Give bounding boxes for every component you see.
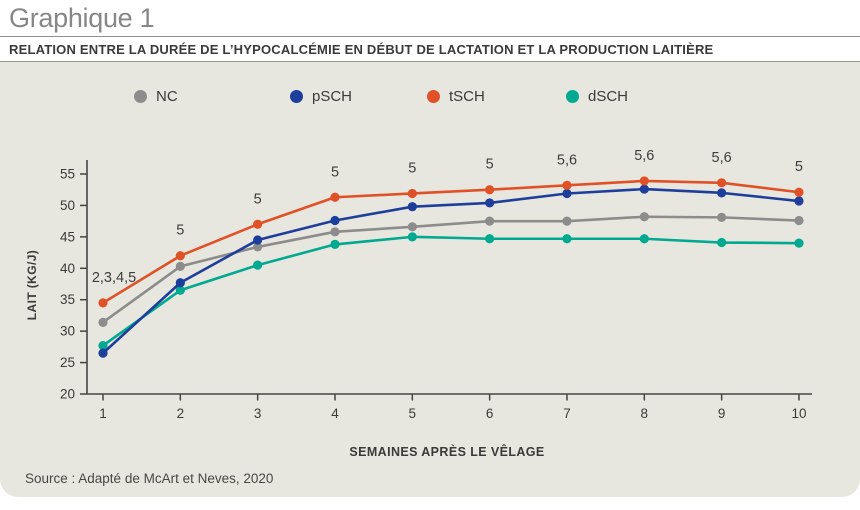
data-point-dSCH-wk6 [485,234,495,244]
y-tick-label: 20 [60,387,75,402]
point-annotation-wk6: 5 [486,157,494,173]
data-point-NC-wk3 [253,242,263,252]
point-annotation-wk2: 5 [176,223,184,239]
data-point-pSCH-wk4 [330,215,340,226]
x-tick-label: 1 [99,406,107,421]
chart-panel: NC pSCH tSCH dSCH 20 25 30 35 40 45 50 55 1 2 3 4 5 6… [0,61,860,497]
data-point-NC-wk1 [98,317,108,327]
legend-label-nc: NC [156,88,178,105]
data-point-pSCH-wk5 [407,202,417,212]
data-point-dSCH-wk4 [330,239,340,249]
series-line-tSCH [102,179,800,304]
x-tick-label: 9 [718,406,726,421]
data-point-pSCH-wk2 [175,278,185,288]
source-note: Source : Adapté de McArt et Neves, 2020 [25,471,274,486]
point-annotation-wk10: 5 [795,159,803,175]
data-point-tSCH-wk10 [794,187,804,197]
data-point-NC-wk6 [485,216,495,226]
series-line-pSCH [102,187,800,355]
data-point-pSCH-wk8 [639,184,649,194]
data-point-NC-wk5 [407,222,417,232]
y-tick-label: 35 [60,292,75,307]
point-annotation-wk9: 5,6 [712,150,732,166]
chart-subtitle: RELATION ENTRE LA DURÉE DE L’HYPOCALCÉMI… [9,42,714,57]
data-point-tSCH-wk5 [407,188,417,199]
legend-item-dsch: dSCH [566,88,628,105]
series-line-NC [102,215,800,324]
data-point-NC-wk7 [562,216,572,226]
legend-label-psch: pSCH [312,88,353,105]
data-point-tSCH-wk3 [253,219,263,229]
series-line-dSCH [102,235,799,347]
data-point-NC-wk9 [717,212,727,222]
point-annotation-wk7: 5,6 [557,152,577,168]
data-point-pSCH-wk7 [562,188,572,199]
data-point-dSCH-wk10 [794,238,804,248]
data-point-dSCH-wk2 [175,285,185,295]
data-point-dSCH-wk8 [639,234,649,244]
data-point-dSCH-wk9 [717,237,727,248]
point-annotation-wk5: 5 [408,160,416,176]
x-tick-label: 8 [641,406,649,421]
data-point-pSCH-wk6 [485,198,495,208]
y-tick-label: 25 [60,355,75,370]
x-tick-label: 2 [177,406,185,421]
data-point-tSCH-wk4 [330,192,340,202]
data-point-dSCH-wk5 [407,232,417,242]
x-tick-label: 5 [409,406,417,421]
data-point-tSCH-wk7 [562,180,572,190]
data-point-dSCH-wk3 [253,260,263,270]
data-point-tSCH-wk8 [639,176,649,186]
point-annotation-wk4: 5 [331,164,339,180]
y-tick-label: 30 [60,324,75,339]
point-annotation-wk8: 5,6 [634,148,654,164]
legend-item-psch: pSCH [290,88,352,105]
data-point-NC-wk8 [639,212,649,222]
point-annotation-wk3: 5 [254,191,262,207]
data-point-NC-wk10 [794,215,804,226]
data-point-pSCH-wk10 [794,196,804,206]
y-tick-label: 45 [60,229,75,244]
data-point-tSCH-wk9 [717,178,727,188]
data-point-dSCH-wk1 [98,341,108,351]
data-point-pSCH-wk3 [253,235,263,245]
page-title: Graphique 1 [9,3,155,33]
legend-dot-dsch-icon [566,90,579,103]
y-axis-title: LAIT (KG/J) [25,250,39,320]
title-rule [0,36,860,37]
data-point-pSCH-wk1 [98,348,108,358]
y-tick-label: 55 [60,167,75,182]
x-tick-label: 3 [254,406,262,421]
x-tick-label: 6 [486,406,494,421]
data-point-tSCH-wk1 [98,298,108,308]
legend-label-dsch: dSCH [588,88,629,105]
x-tick-label: 4 [331,406,339,421]
legend-dot-nc-icon [134,90,147,103]
data-point-NC-wk4 [330,227,340,237]
point-annotation-wk1: 2,3,4,5 [92,270,136,286]
y-tick-label: 40 [60,261,75,276]
legend-dot-psch-icon [290,90,303,103]
x-axis-title: SEMAINES APRÈS LE VÊLAGE [349,444,544,459]
data-point-NC-wk2 [175,261,185,271]
data-point-dSCH-wk7 [562,234,572,244]
x-tick-label: 10 [791,406,806,421]
legend-dot-tsch-icon [427,90,440,103]
legend-item-tsch: tSCH [427,88,485,105]
data-point-tSCH-wk2 [175,251,185,261]
legend-label-tsch: tSCH [449,88,485,105]
y-tick-label: 50 [60,198,75,213]
chart-area: 20 25 30 35 40 45 50 55 1 2 3 4 5 6 7 8 9 10 2,3,4,5 5 5 5 5 5 5… [0,62,860,498]
x-tick-label: 7 [563,406,571,421]
legend-item-nc: NC [134,88,178,105]
data-point-tSCH-wk6 [485,185,495,195]
data-point-pSCH-wk9 [717,188,727,198]
